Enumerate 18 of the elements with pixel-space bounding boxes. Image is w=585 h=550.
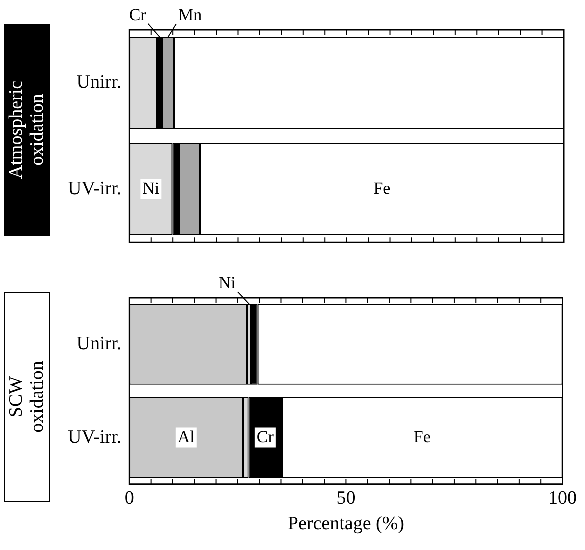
series-label: Ni <box>218 273 236 292</box>
series-label: Ni <box>142 178 160 198</box>
series-label: Cr <box>256 427 274 446</box>
y-tick-label: Unirr. <box>76 72 122 94</box>
series-label: Fe <box>414 427 431 446</box>
y-tick-label: UV-irr. <box>68 178 122 200</box>
x-tick-label: 50 <box>336 488 356 509</box>
series-label: Cr <box>129 5 147 24</box>
label-box: Atmospheric oxidation <box>4 24 50 236</box>
x-tick-label: 0 <box>124 488 134 509</box>
x-axis-title: Percentage (%) <box>288 514 404 535</box>
y-tick-label: UV-irr. <box>68 426 122 448</box>
series-label: Al <box>178 427 196 446</box>
y-tick-label: Unirr. <box>76 334 122 355</box>
x-tick-label: 100 <box>548 488 577 509</box>
series-label: Mn <box>178 5 203 24</box>
series-label: Fe <box>374 178 391 198</box>
label-box: SCW oxidation <box>4 292 50 502</box>
